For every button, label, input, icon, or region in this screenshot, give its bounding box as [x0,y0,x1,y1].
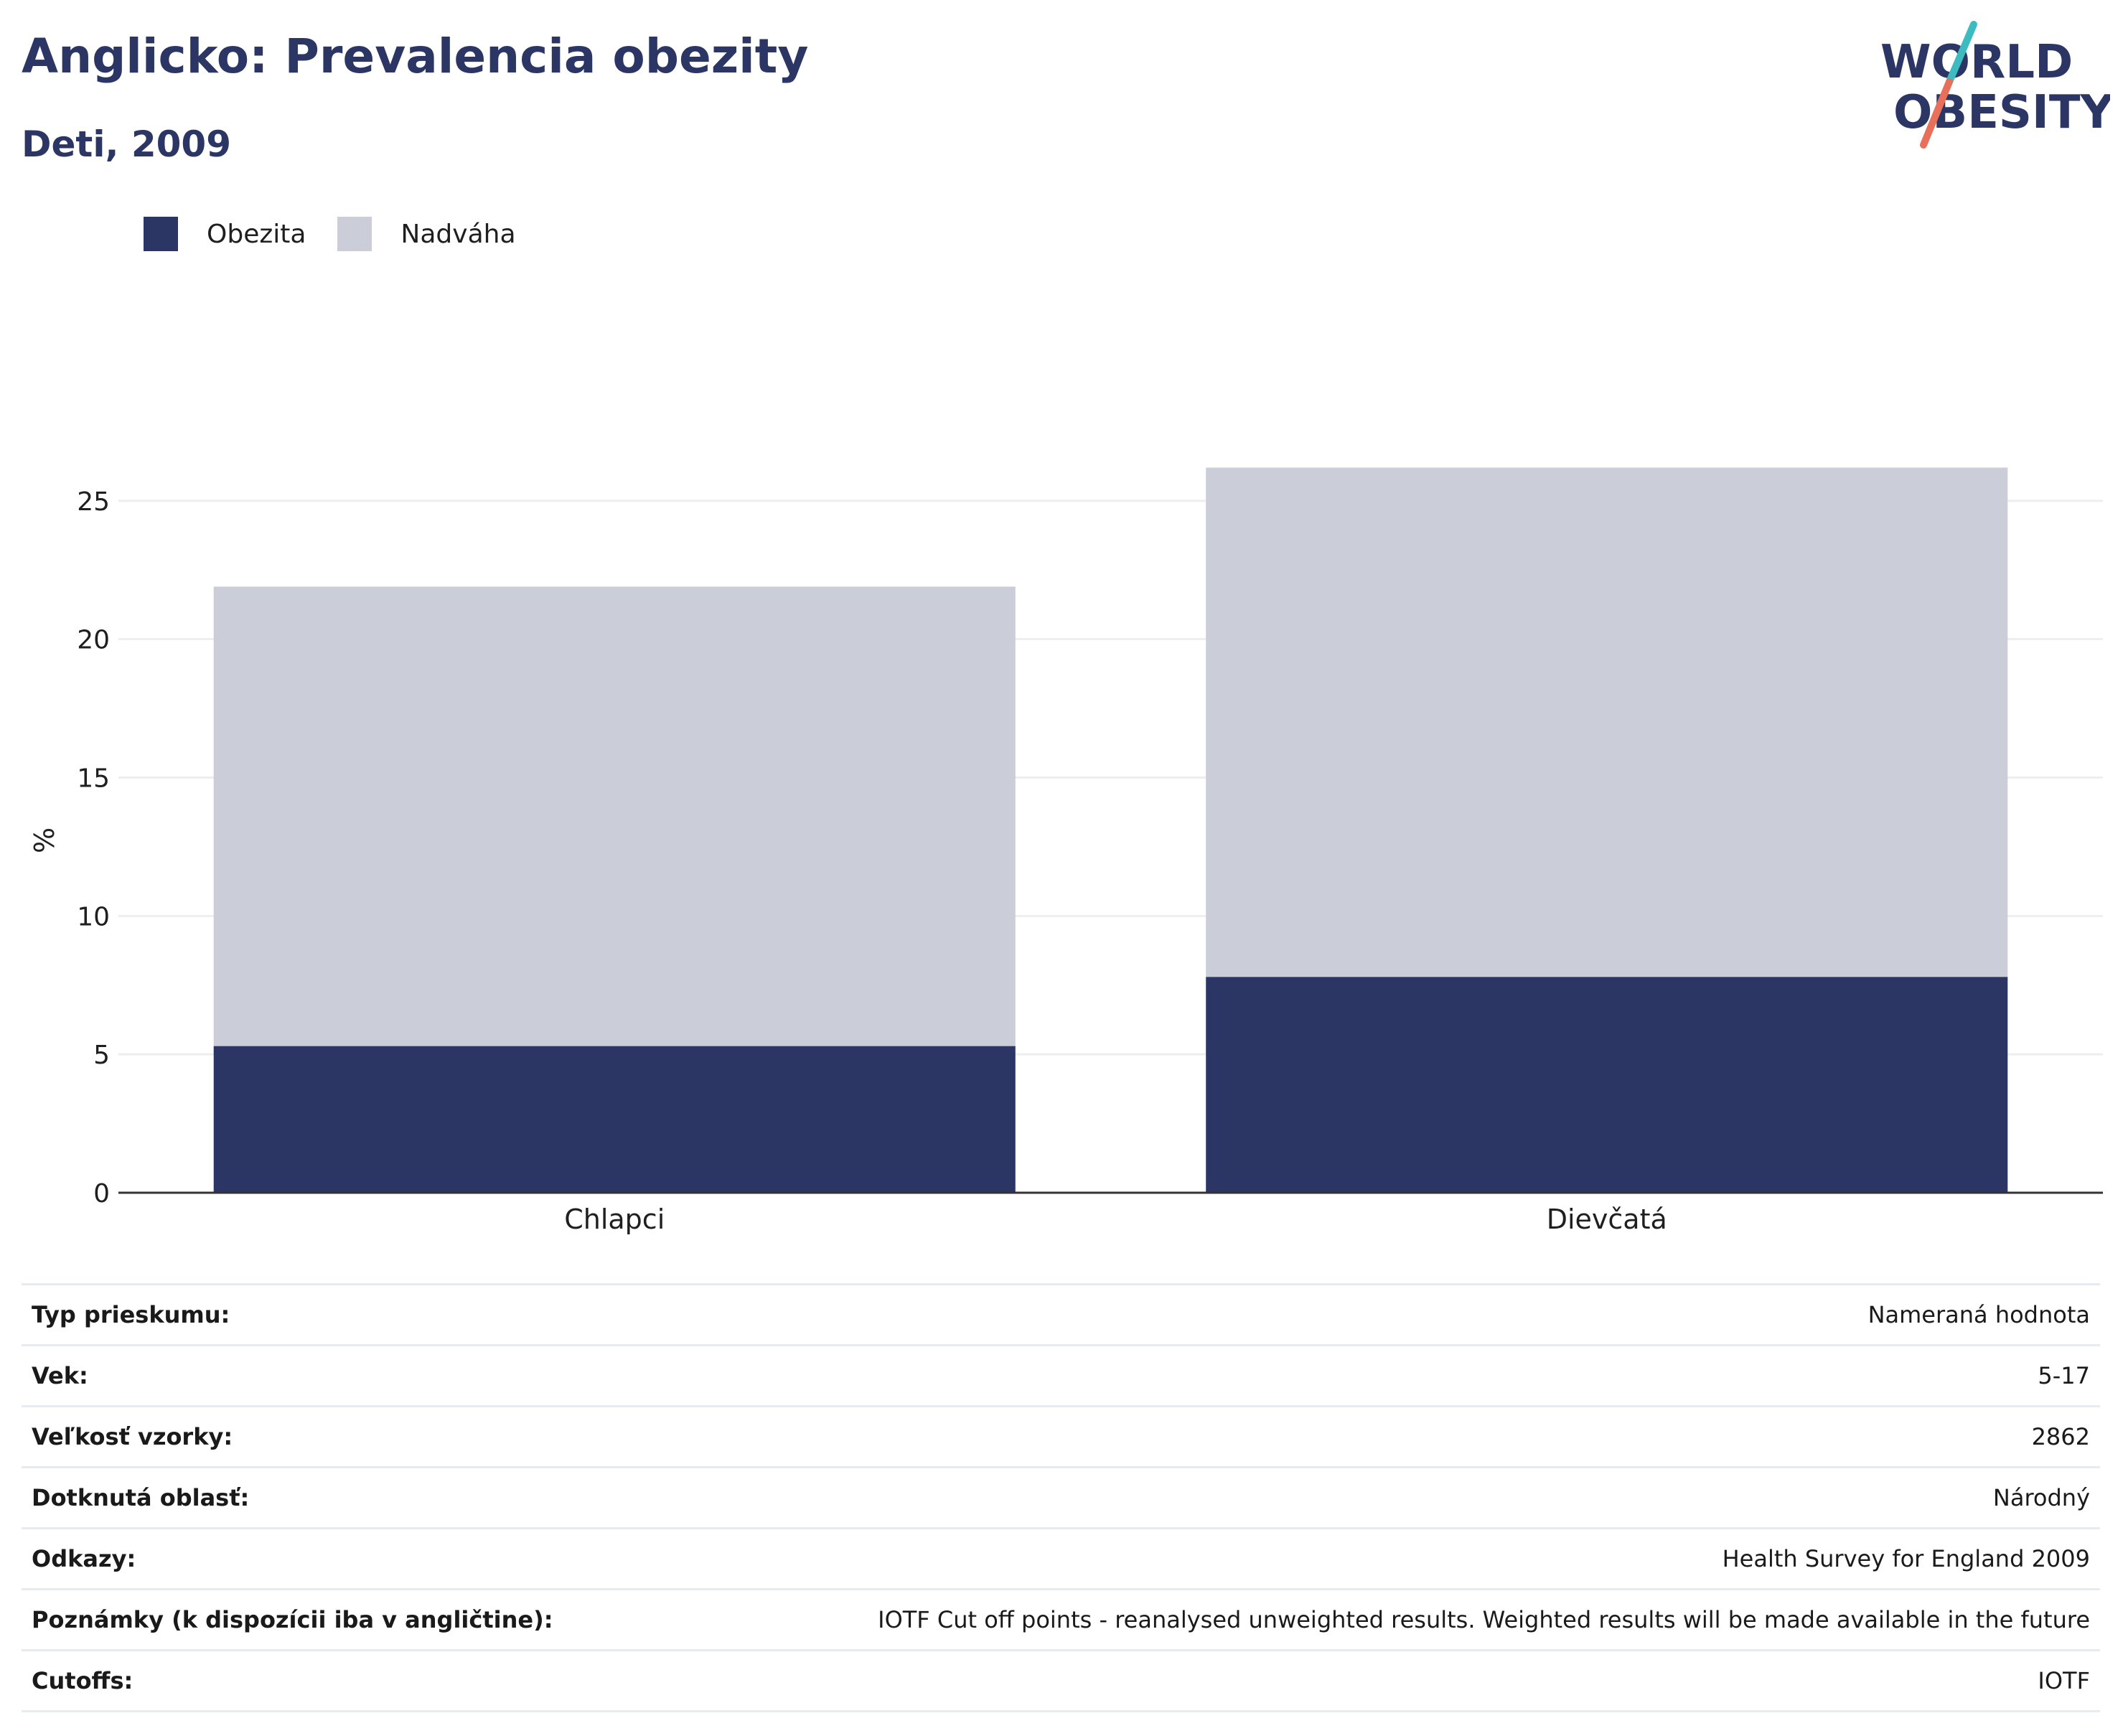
legend-item-obezita[interactable]: Obezita [144,217,306,251]
legend-label-nadvaha: Nadváha [400,219,516,249]
y-tick-label: 20 [77,626,110,655]
y-tick-label: 5 [93,1041,110,1070]
info-value: IOTF [656,1649,2100,1712]
info-row-area: Dotknutá oblasť: Národný [22,1466,2100,1529]
bar-nadvaha-0 [213,586,1016,1046]
y-tick-label: 25 [77,487,110,517]
info-label: Odkazy: [22,1527,657,1590]
info-row-survey-type: Typ prieskumu: Nameraná hodnota [22,1283,2100,1346]
info-label: Vek: [22,1344,657,1407]
info-label: Poznámky (k dispozícii iba v angličtine)… [22,1588,657,1651]
y-tick-label: 15 [77,764,110,794]
info-value: IOTF Cut off points - reanalysed unweigh… [656,1588,2100,1651]
info-value: Health Survey for England 2009 [656,1527,2100,1590]
bar-chart: 0 5 10 15 20 25% Chlapci Dievčatá [29,467,2103,1235]
legend-label-obezita: Obezita [207,219,306,249]
legend-swatch-nadvaha [337,217,372,251]
info-value: Nameraná hodnota [656,1283,2100,1346]
info-row-cutoffs: Cutoffs: IOTF [22,1649,2100,1712]
logo-slash-teal [1946,21,1977,85]
chart-subtitle: Deti, 2009 [22,123,232,165]
info-label: Cutoffs: [22,1649,657,1712]
survey-info-table: Typ prieskumu: Nameraná hodnota Vek: 5-1… [22,1283,2100,1712]
x-tick-label: Chlapci [564,1204,665,1235]
bar-obezita-0 [213,1046,1016,1193]
world-obesity-logo: WORLD OBESITY [1880,21,2110,149]
info-row-references: Odkazy: Health Survey for England 2009 [22,1527,2100,1590]
info-row-sample-size: Veľkosť vzorky: 2862 [22,1405,2100,1468]
info-label: Typ prieskumu: [22,1283,657,1346]
info-value: Národný [656,1466,2100,1529]
info-label: Veľkosť vzorky: [22,1405,657,1468]
chart-legend: Obezita Nadváha [144,212,548,255]
bar-obezita-1 [1206,977,2008,1193]
info-row-notes: Poznámky (k dispozícii iba v angličtine)… [22,1588,2100,1651]
y-tick-label: 0 [93,1179,110,1209]
chart-title: Anglicko: Prevalencia obezity [22,29,809,84]
logo-text-world: WORLD [1880,36,2073,89]
info-label: Dotknutá oblasť: [22,1466,657,1529]
info-value: 2862 [656,1405,2100,1468]
info-row-age: Vek: 5-17 [22,1344,2100,1407]
y-axis-title: % [29,827,60,853]
bar-nadvaha-1 [1206,467,2008,977]
y-tick-label: 10 [77,902,110,932]
legend-item-nadvaha[interactable]: Nadváha [337,217,516,251]
logo-slash-coral [1920,78,1953,149]
x-tick-label: Dievčatá [1547,1204,1667,1235]
legend-swatch-obezita [144,217,178,251]
info-value: 5-17 [656,1344,2100,1407]
